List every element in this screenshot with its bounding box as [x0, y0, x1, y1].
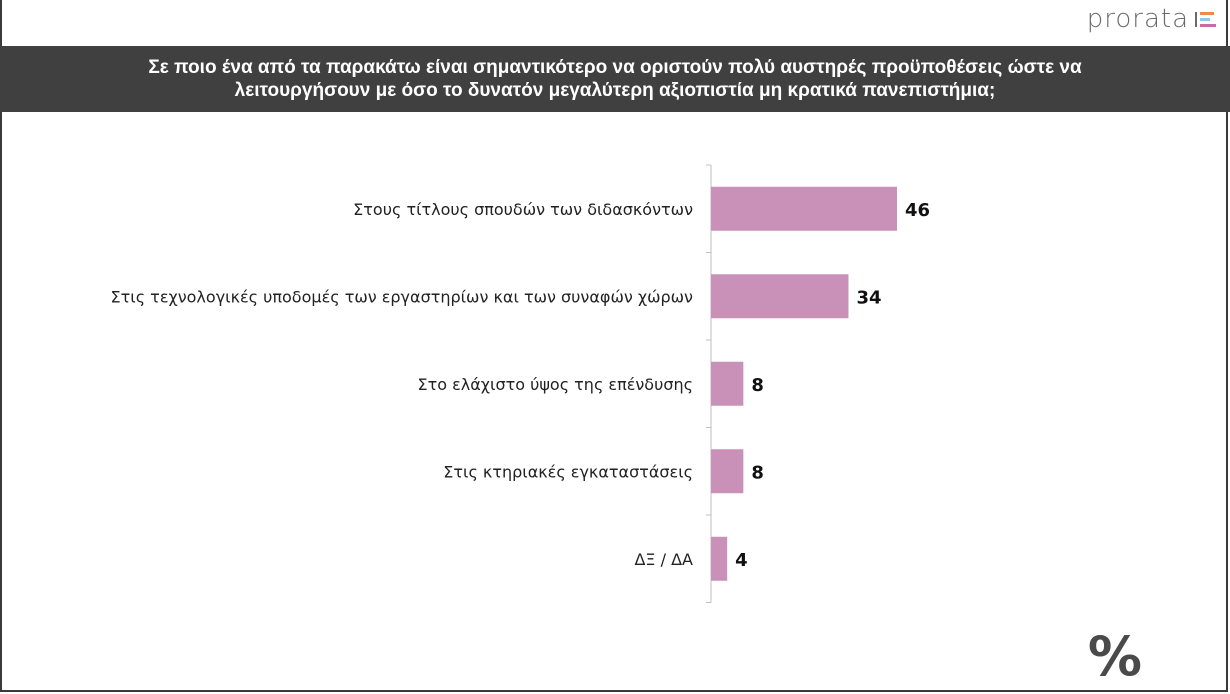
data-label: 8 [751, 375, 764, 396]
brand-mark-icon [1195, 11, 1216, 27]
chart-title: Σε ποιο ένα από τα παρακάτω είναι σημαντ… [148, 57, 1082, 101]
data-label: 34 [856, 287, 881, 308]
bar [711, 361, 744, 406]
brand-logo: prorata [1087, 4, 1216, 34]
category-label: Στις κτηριακές εγκαταστάσεις [443, 462, 693, 481]
title-bar: Σε ποιο ένα από τα παρακάτω είναι σημαντ… [0, 46, 1230, 112]
brand-name: prorata [1086, 4, 1189, 34]
bar [711, 536, 728, 581]
percent-icon: % [1087, 625, 1142, 688]
category-label: Στις τεχνολογικές υποδομές των εργαστηρί… [111, 287, 694, 306]
category-label: Στο ελάχιστο ύψος της επένδυσης [418, 375, 694, 394]
bar [711, 274, 849, 319]
data-label: 8 [751, 462, 764, 483]
bar [711, 449, 744, 494]
bar [711, 186, 897, 231]
data-label: 4 [735, 550, 748, 571]
data-label: 46 [905, 200, 930, 221]
category-label: ΔΞ / ΔΑ [634, 550, 693, 569]
category-label: Στους τίτλους σπουδών των διδασκόντων [353, 200, 693, 219]
